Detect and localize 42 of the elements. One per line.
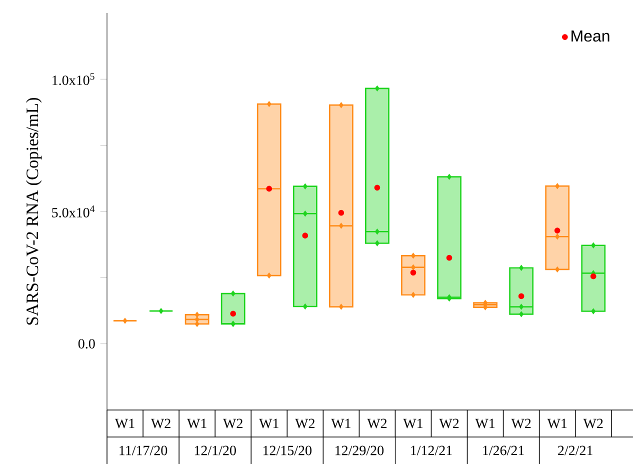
text: 1/26/21 [483, 446, 524, 456]
legend-label: Mean [572, 30, 610, 42]
x-tick-label: W1 [547, 418, 567, 428]
point [302, 210, 308, 217]
text: 12/29/20 [336, 446, 384, 456]
point [230, 310, 236, 317]
point [122, 318, 128, 324]
y-tick-label: 0.0 [78, 339, 95, 349]
text: 11/17/20 [120, 446, 168, 456]
x-tick-label: W2 [439, 418, 459, 428]
x-tick-label: W2 [295, 418, 314, 428]
point [338, 210, 344, 216]
x-tick-label: W1 [403, 418, 422, 428]
x-tick-label: W1 [259, 418, 278, 428]
x-tick-label: W2 [583, 418, 603, 428]
y-tick-label: 5.0x10$^{4}$ [52, 206, 95, 218]
point [374, 228, 380, 235]
point [554, 228, 560, 234]
point [410, 292, 416, 298]
x-tick-label: W2 [367, 418, 387, 428]
point [374, 184, 380, 191]
x-tick-label: W2 [511, 418, 531, 428]
point [519, 304, 524, 310]
text: 1/12/21 [411, 446, 452, 456]
text: 12/15/20 [263, 446, 312, 456]
point [590, 273, 596, 280]
y-axis-title: SARS-CoV-2 RNA (Copies/mL) [26, 98, 42, 325]
x-tick-label: W1 [475, 418, 495, 428]
x-tick-label: W1 [186, 418, 206, 428]
text: 2/2/21 [558, 446, 592, 456]
point [230, 320, 236, 327]
text: 12/1/20 [194, 446, 236, 456]
point [410, 270, 416, 276]
x-tick-label: W2 [223, 418, 242, 428]
point [338, 304, 344, 310]
point [446, 254, 452, 261]
point [518, 293, 524, 300]
y-tick-label: 1.0x10$^{5}$ [52, 73, 94, 86]
x-tick-label: W1 [331, 418, 350, 428]
x-tick-label: W2 [150, 418, 170, 428]
x-tick-label: W1 [114, 418, 134, 428]
point [302, 232, 308, 239]
